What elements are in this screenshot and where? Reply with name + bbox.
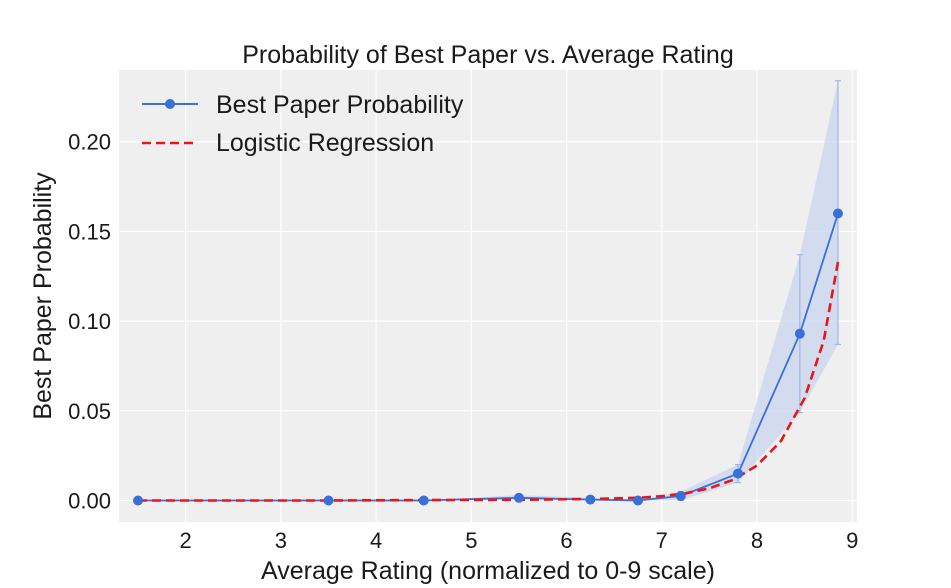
y-axis-label: Best Paper Probability — [29, 172, 57, 420]
x-tick-label: 2 — [180, 528, 192, 553]
x-tick-label: 8 — [751, 528, 763, 553]
x-tick-labels: 2 3 4 5 6 7 8 9 — [180, 528, 859, 553]
y-tick-label: 0.00 — [68, 488, 111, 513]
legend-item-logistic: Logistic Regression — [142, 129, 434, 157]
y-tick-label: 0.10 — [68, 309, 111, 334]
chart-title: Probability of Best Paper vs. Average Ra… — [242, 41, 733, 69]
plot-area — [119, 70, 857, 522]
data-point — [133, 495, 144, 506]
data-point — [732, 468, 743, 479]
data-point — [323, 495, 334, 506]
x-tick-label: 6 — [560, 528, 572, 553]
data-point — [832, 208, 843, 219]
data-point — [585, 494, 596, 505]
x-tick-label: 5 — [465, 528, 477, 553]
data-point — [675, 490, 686, 501]
x-axis-label: Average Rating (normalized to 0-9 scale) — [261, 557, 715, 585]
y-tick-labels: 0.00 0.05 0.10 0.15 0.20 — [68, 130, 111, 514]
legend-item-best-paper: Best Paper Probability — [142, 91, 464, 119]
x-tick-label: 7 — [656, 528, 668, 553]
series-markers — [133, 208, 843, 506]
data-point — [794, 328, 805, 339]
y-tick-label: 0.20 — [68, 130, 111, 155]
x-tick-label: 4 — [370, 528, 382, 553]
legend-label-best-paper: Best Paper Probability — [216, 91, 464, 119]
series-line-logistic-regression — [138, 261, 840, 502]
series-lines — [138, 213, 840, 502]
x-tick-label: 3 — [275, 528, 287, 553]
y-tick-label: 0.05 — [68, 399, 111, 424]
data-point — [513, 492, 524, 503]
data-point — [418, 495, 429, 506]
x-tick-label: 9 — [846, 528, 858, 553]
legend: Best Paper Probability Logistic Regressi… — [142, 91, 464, 157]
legend-swatch-best-paper-marker — [165, 99, 175, 109]
y-tick-label: 0.15 — [68, 219, 111, 244]
legend-label-logistic: Logistic Regression — [216, 129, 434, 157]
data-point — [632, 495, 643, 506]
